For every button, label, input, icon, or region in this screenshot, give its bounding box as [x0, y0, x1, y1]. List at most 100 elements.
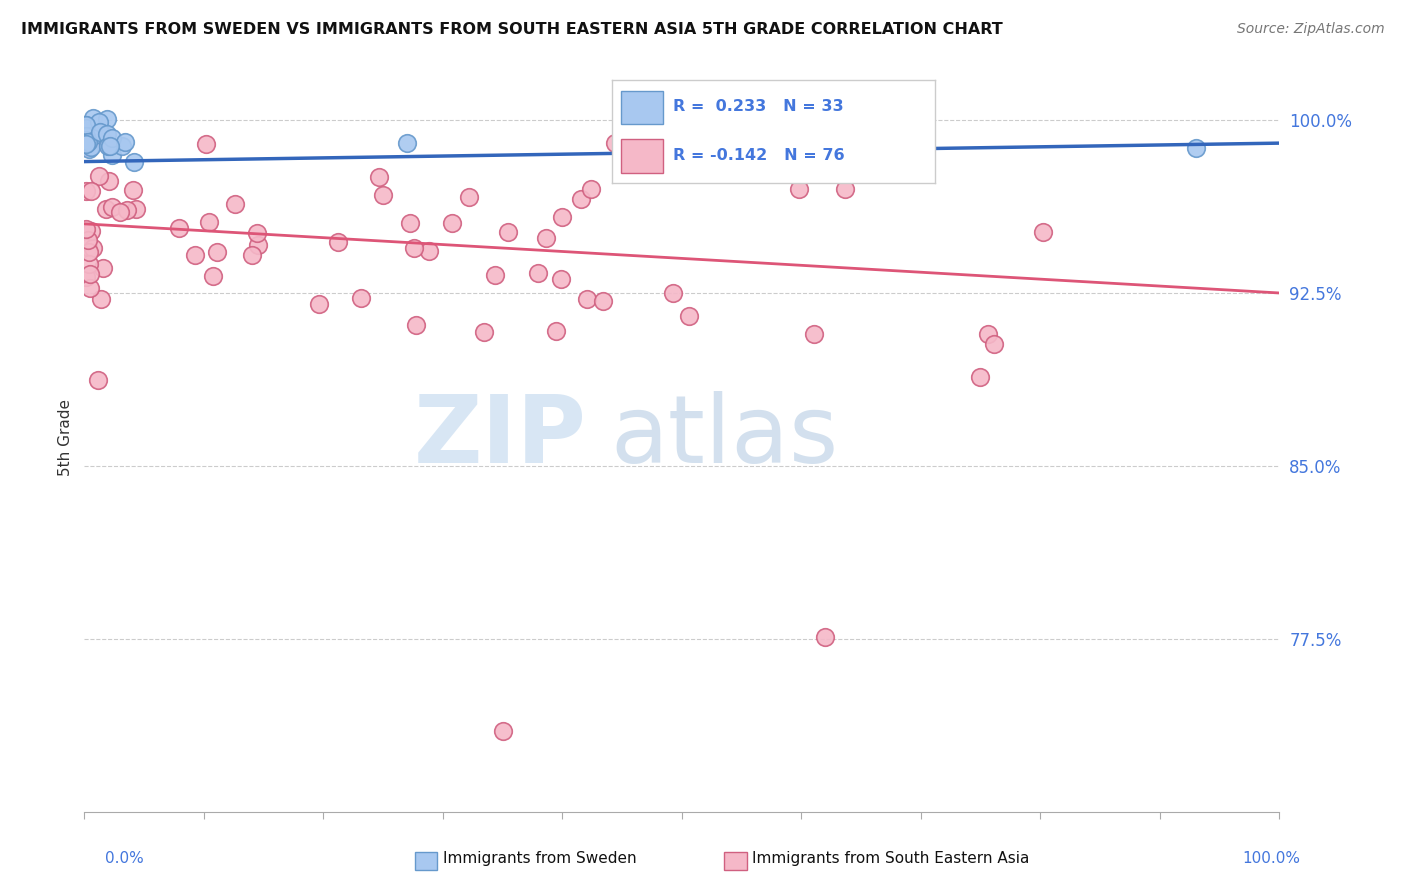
Point — [803, 327, 825, 342]
Point — [77, 143, 100, 157]
FancyBboxPatch shape — [621, 139, 664, 173]
Point — [194, 137, 217, 152]
Text: IMMIGRANTS FROM SWEDEN VS IMMIGRANTS FROM SOUTH EASTERN ASIA 5TH GRADE CORRELATI: IMMIGRANTS FROM SWEDEN VS IMMIGRANTS FRO… — [21, 22, 1002, 37]
Text: 0.0%: 0.0% — [105, 851, 145, 865]
Point — [550, 272, 572, 286]
Point — [399, 216, 422, 230]
Point — [82, 241, 104, 255]
Point — [76, 133, 98, 147]
Point — [224, 197, 246, 211]
Point — [592, 293, 614, 308]
Point — [79, 267, 101, 281]
Point — [80, 224, 103, 238]
Point — [91, 261, 114, 276]
Point — [198, 215, 221, 229]
Point — [787, 182, 810, 196]
Point — [125, 202, 148, 216]
Point — [79, 281, 101, 295]
Text: ZIP: ZIP — [413, 391, 586, 483]
Point — [484, 268, 506, 282]
Point — [326, 235, 349, 249]
Point — [569, 192, 592, 206]
Point — [242, 248, 264, 262]
Point — [97, 139, 120, 153]
Point — [96, 112, 118, 126]
Point — [87, 115, 110, 129]
Text: R =  0.233   N = 33: R = 0.233 N = 33 — [673, 99, 844, 114]
Point — [94, 202, 117, 217]
Point — [80, 126, 103, 140]
Point — [544, 324, 567, 338]
Point — [115, 202, 138, 217]
Point — [603, 136, 626, 150]
Point — [77, 244, 100, 259]
Point — [75, 140, 97, 154]
Point — [108, 204, 131, 219]
Point — [101, 148, 124, 162]
Point — [405, 318, 427, 333]
Point — [75, 124, 97, 138]
Text: 100.0%: 100.0% — [1243, 851, 1301, 865]
Point — [80, 139, 103, 153]
Point — [111, 139, 134, 153]
Point — [75, 118, 97, 132]
FancyBboxPatch shape — [621, 91, 664, 124]
Point — [1185, 141, 1208, 155]
Point — [581, 182, 603, 196]
Point — [77, 233, 100, 247]
Point — [496, 225, 519, 239]
Point — [205, 244, 228, 259]
Point — [77, 240, 100, 254]
Point — [1031, 225, 1053, 239]
Point — [969, 370, 991, 384]
Point — [678, 309, 700, 323]
Point — [83, 128, 105, 143]
Point — [246, 226, 269, 240]
Point — [551, 210, 574, 224]
Point — [75, 121, 97, 136]
Point — [77, 136, 100, 150]
Point — [98, 139, 121, 153]
Point — [82, 111, 104, 125]
Point — [367, 170, 389, 185]
Y-axis label: 5th Grade: 5th Grade — [58, 399, 73, 475]
Text: Immigrants from Sweden: Immigrants from Sweden — [443, 851, 637, 865]
Point — [492, 724, 515, 739]
Point — [98, 173, 121, 187]
Point — [101, 131, 124, 145]
Point — [527, 266, 550, 280]
Point — [983, 336, 1005, 351]
Point — [246, 238, 269, 252]
Point — [87, 374, 110, 388]
Point — [101, 200, 124, 214]
Point — [80, 184, 103, 198]
Point — [75, 133, 97, 147]
Point — [977, 327, 1000, 342]
Point — [77, 129, 100, 144]
Point — [89, 125, 111, 139]
Text: atlas: atlas — [610, 391, 838, 483]
Point — [396, 136, 419, 150]
Point — [75, 270, 97, 285]
Text: R = -0.142   N = 76: R = -0.142 N = 76 — [673, 148, 845, 162]
Point — [94, 136, 117, 151]
Text: Immigrants from South Eastern Asia: Immigrants from South Eastern Asia — [752, 851, 1029, 865]
Point — [121, 183, 143, 197]
Point — [76, 138, 98, 153]
Point — [77, 127, 100, 141]
Point — [814, 630, 837, 644]
Point — [440, 216, 463, 230]
Point — [350, 291, 373, 305]
Point — [122, 154, 145, 169]
Point — [575, 292, 598, 306]
Point — [534, 231, 557, 245]
Point — [90, 292, 112, 306]
Point — [167, 221, 190, 235]
Point — [75, 118, 97, 132]
Point — [834, 182, 856, 196]
Point — [79, 257, 101, 271]
Point — [742, 145, 765, 160]
Point — [402, 241, 425, 255]
Text: Source: ZipAtlas.com: Source: ZipAtlas.com — [1237, 22, 1385, 37]
Point — [75, 222, 97, 236]
